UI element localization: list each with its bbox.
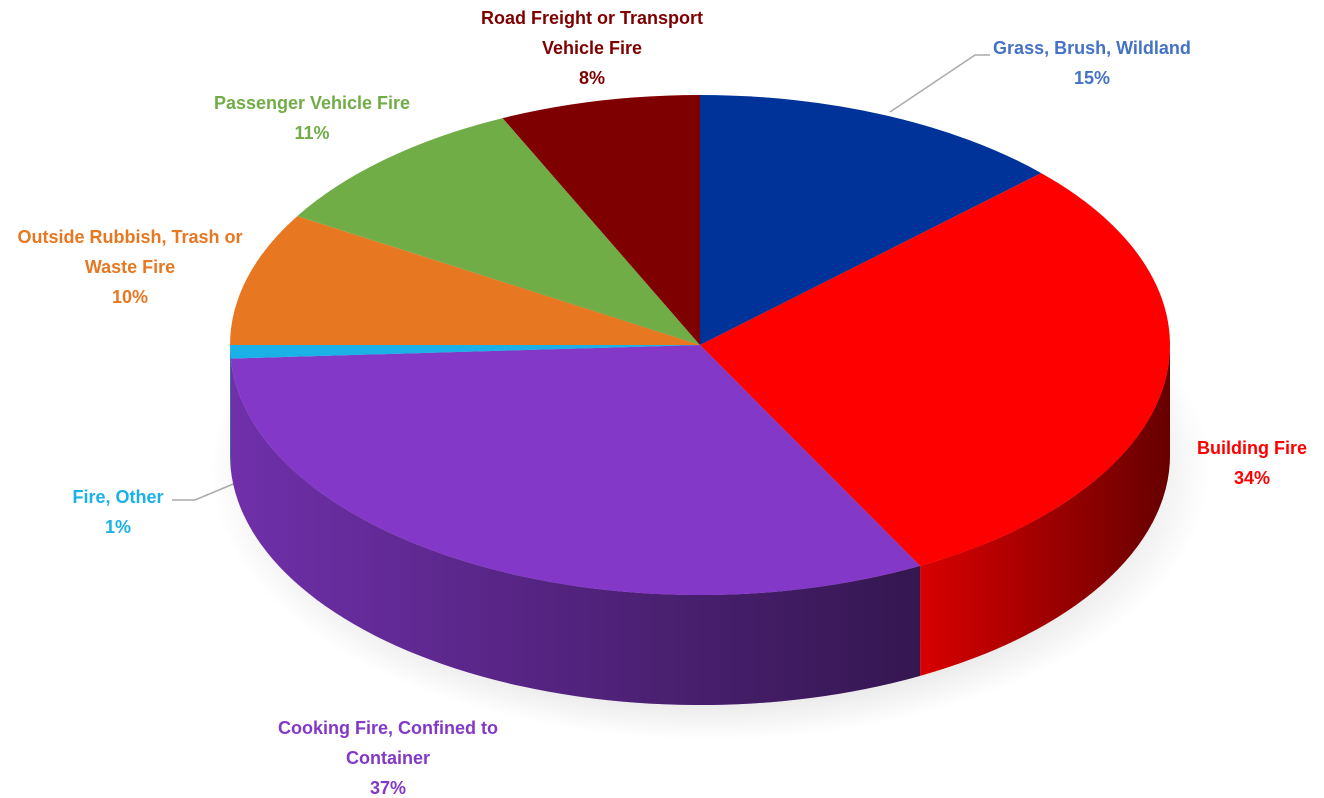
slice-label: Fire, Other <box>72 487 164 507</box>
leader-line <box>172 481 239 501</box>
slice-value-label: 15% <box>1073 68 1111 88</box>
slice-value-label: 37% <box>369 778 407 798</box>
slice-label: Outside Rubbish, Trash or Waste Fire <box>17 227 243 277</box>
leader-line <box>889 54 990 113</box>
slice-side-shade <box>230 345 231 469</box>
slice-value-label: 1% <box>104 517 132 537</box>
slice <box>230 216 700 345</box>
slice-label: Grass, Brush, Wildland <box>993 38 1191 58</box>
slice-value-label: 8% <box>578 68 606 88</box>
slice <box>230 345 921 595</box>
slice-value-label: 34% <box>1233 468 1271 488</box>
slice-side-shade <box>230 358 921 705</box>
slice-label: Cooking Fire, Confined to Container <box>278 718 498 768</box>
slice-side-shade <box>920 345 1170 676</box>
slice-label: Building Fire <box>1197 438 1307 458</box>
slice-label: Passenger Vehicle Fire <box>213 93 411 113</box>
slice-value-label: 10% <box>111 287 149 307</box>
slice-label: Road Freight or Transport Vehicle Fire <box>480 8 703 58</box>
slice <box>700 95 1042 345</box>
slice <box>700 173 1170 566</box>
slice-value-label: 11% <box>294 123 330 143</box>
slice <box>297 118 700 346</box>
slice <box>230 345 700 359</box>
slice <box>502 95 700 345</box>
